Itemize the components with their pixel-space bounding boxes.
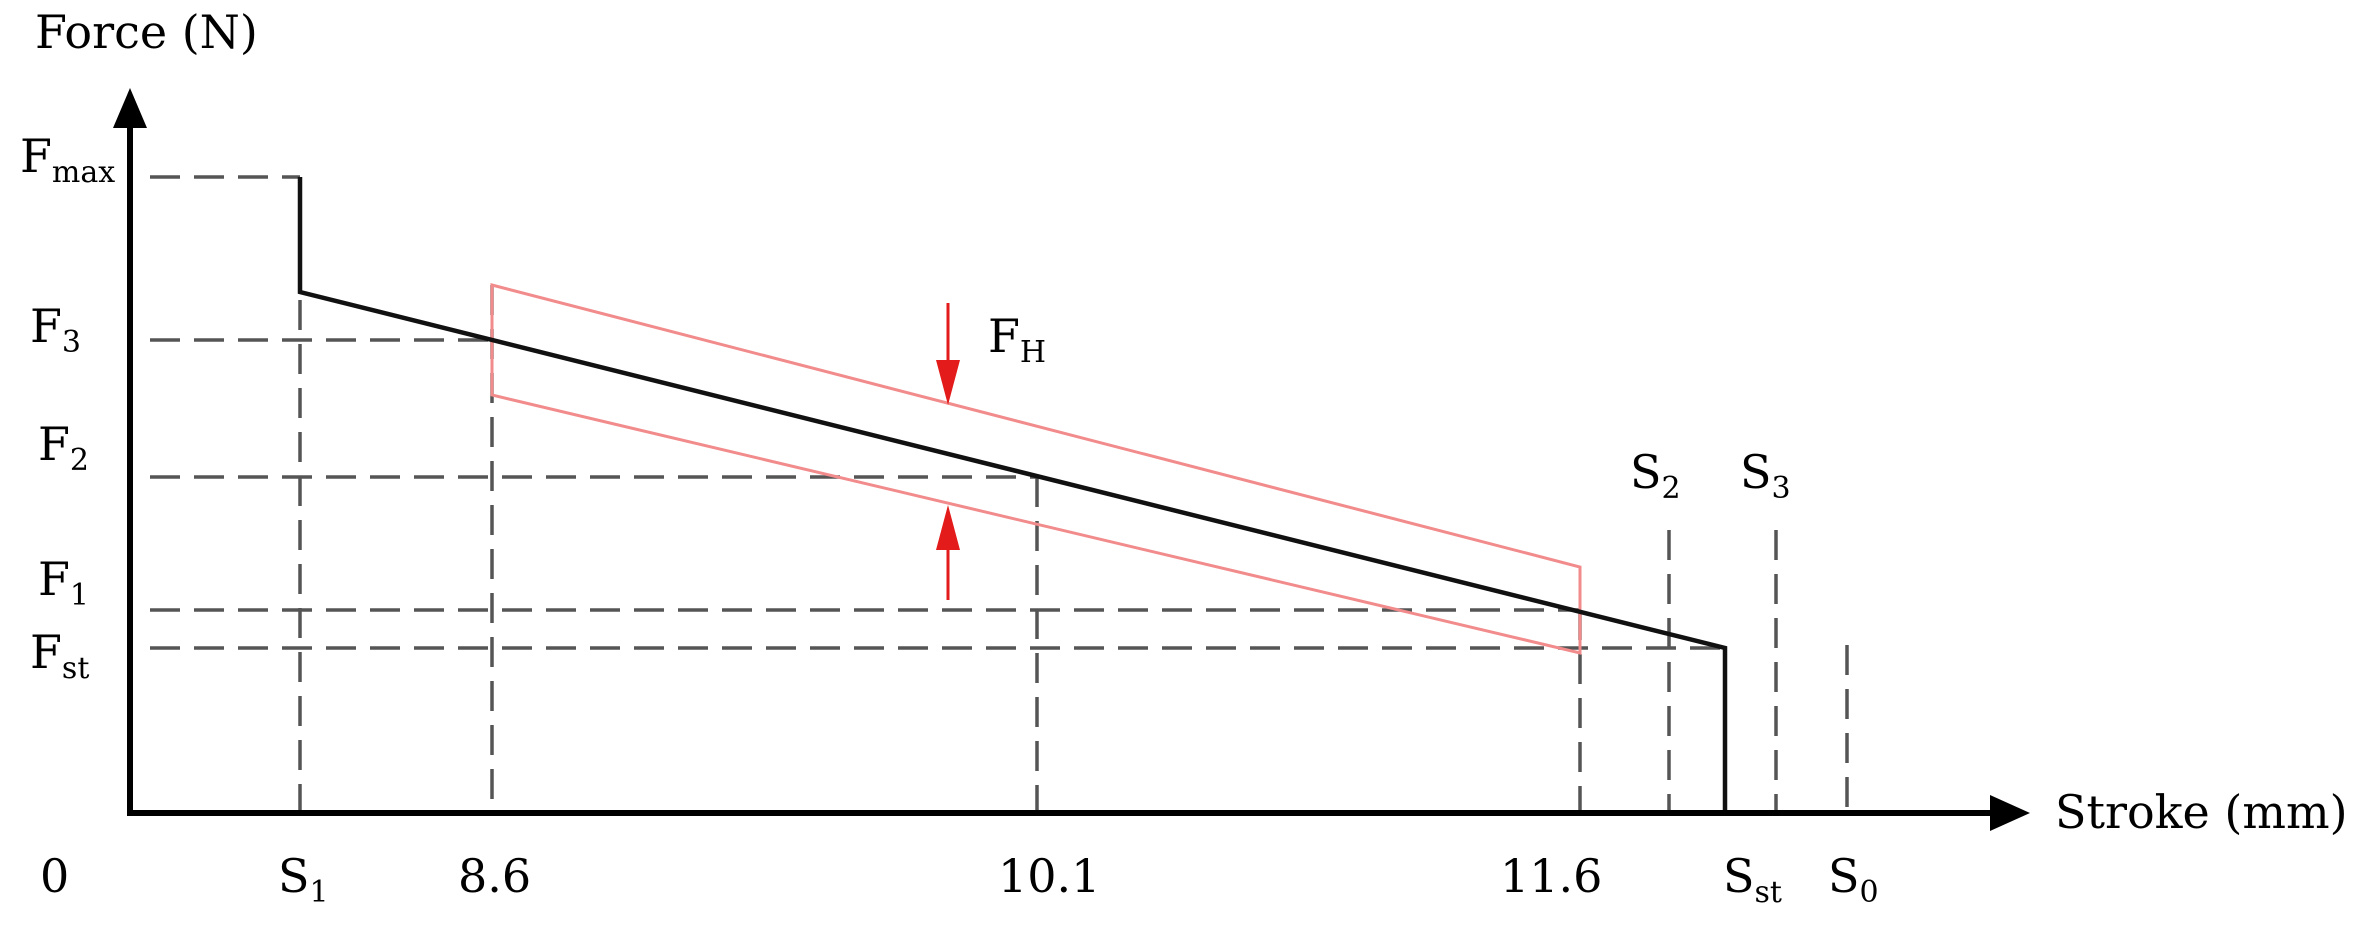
f3-label: F3 — [30, 299, 81, 360]
fst-label: Fst — [30, 625, 89, 686]
fh-label: FH — [988, 309, 1046, 370]
force-characteristic-curve — [297, 177, 1728, 815]
f1-label: F1 — [38, 552, 89, 613]
s2-label: S2 — [1630, 445, 1681, 506]
arrow-up-head — [936, 505, 960, 550]
origin-label: 0 — [40, 849, 69, 903]
s3-label: S3 — [1740, 445, 1791, 506]
arrow-down-head — [936, 360, 960, 405]
y-axis-label: Force (N) — [35, 5, 258, 59]
tick-11-6-label: 11.6 — [1500, 849, 1602, 903]
s1-label: S1 — [278, 849, 329, 910]
x-axis-arrowhead — [1990, 795, 2030, 831]
tick-10-1-label: 10.1 — [998, 849, 1100, 903]
sst-label: Sst — [1723, 849, 1782, 910]
tick-8-6-label: 8.6 — [458, 849, 531, 903]
y-axis-arrowhead — [113, 88, 147, 128]
x-axis-label: Stroke (mm) — [2055, 785, 2348, 839]
hysteresis-arrows — [936, 303, 960, 600]
hysteresis-band — [490, 283, 1582, 655]
fmax-label: Fmax — [20, 129, 115, 190]
f2-label: F2 — [38, 417, 89, 478]
s0-label: S0 — [1828, 849, 1879, 910]
